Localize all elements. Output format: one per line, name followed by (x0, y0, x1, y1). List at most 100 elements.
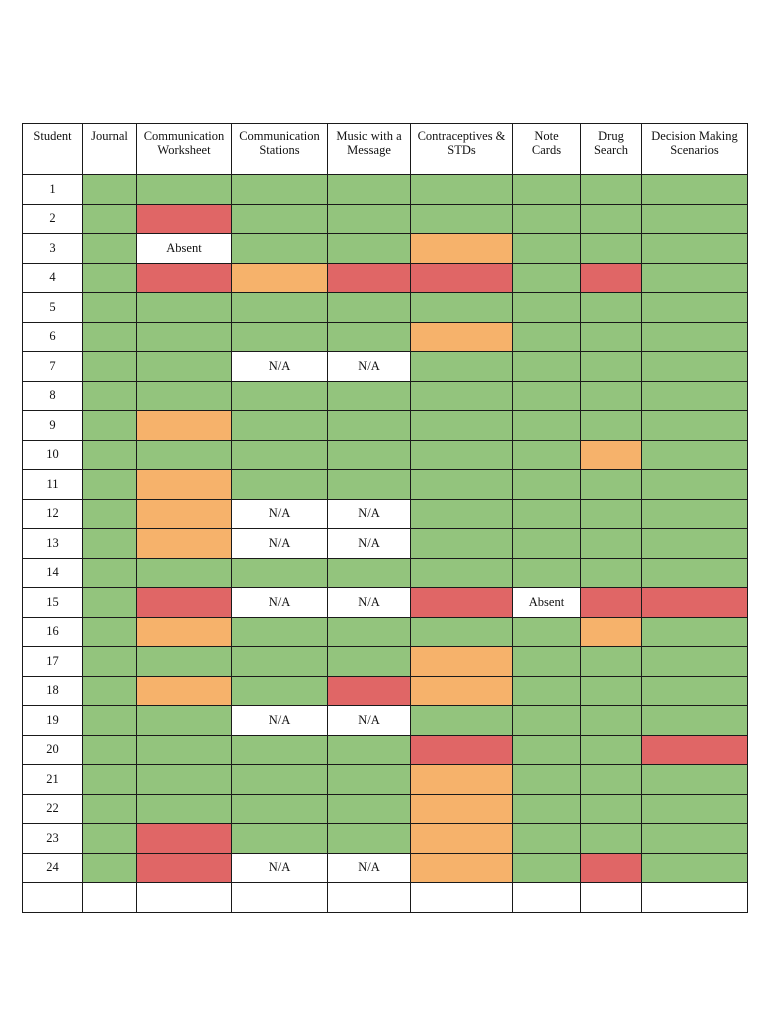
status-cell (327, 469, 411, 500)
status-cell (231, 646, 328, 677)
student-number: 14 (22, 557, 83, 588)
status-cell (410, 469, 513, 500)
status-cell (82, 439, 137, 470)
student-number: 13 (22, 528, 83, 559)
status-cell (512, 439, 581, 470)
status-cell (641, 675, 748, 706)
status-cell (327, 646, 411, 677)
status-cell (82, 616, 137, 647)
status-cell (512, 351, 581, 382)
status-cell (641, 793, 748, 824)
status-cell (231, 793, 328, 824)
table-row: 7 N/A N/A (22, 351, 748, 382)
status-cell (231, 292, 328, 323)
student-number: 23 (22, 823, 83, 854)
status-cell (580, 793, 642, 824)
table-row: 10 (22, 439, 748, 470)
student-number: 21 (22, 764, 83, 795)
status-cell (410, 587, 513, 618)
status-cell (136, 351, 232, 382)
status-cell (136, 587, 232, 618)
column-header-line: Cards (531, 143, 562, 157)
status-cell (580, 174, 642, 205)
status-cell (231, 557, 328, 588)
student-number: 7 (22, 351, 83, 382)
status-cell: Absent (512, 587, 581, 618)
status-cell: N/A (231, 705, 328, 736)
table-row: 2 (22, 203, 748, 234)
status-cell (136, 882, 232, 913)
student-number: 19 (22, 705, 83, 736)
table-row: 5 (22, 292, 748, 323)
status-cell (231, 262, 328, 293)
column-header-line: Drug (598, 129, 624, 143)
status-cell (580, 233, 642, 264)
status-cell (82, 292, 137, 323)
status-cell (231, 410, 328, 441)
status-cell (410, 380, 513, 411)
status-cell (580, 262, 642, 293)
status-cell (641, 734, 748, 765)
status-cell (82, 321, 137, 352)
status-cell (82, 734, 137, 765)
student-number: 20 (22, 734, 83, 765)
status-cell: N/A (327, 498, 411, 529)
column-header-line: STDs (447, 143, 476, 157)
status-cell (641, 646, 748, 677)
status-cell (327, 823, 411, 854)
table-body: 1 2 3 Absent 4 5 6 7 N/A N/A 8 9 10 11 12 N/A N/A 13 N/A N/… (22, 174, 748, 913)
status-cell (512, 734, 581, 765)
status-cell (410, 882, 513, 913)
status-cell (410, 793, 513, 824)
status-cell (82, 469, 137, 500)
status-cell (231, 380, 328, 411)
column-header: Communication Worksheet (136, 123, 232, 175)
student-number: 15 (22, 587, 83, 618)
student-number: 17 (22, 646, 83, 677)
table-row: 6 (22, 321, 748, 352)
status-cell (641, 557, 748, 588)
status-cell (82, 823, 137, 854)
status-cell (580, 528, 642, 559)
table-row: 21 (22, 764, 748, 795)
status-cell (410, 292, 513, 323)
status-cell (82, 587, 137, 618)
status-cell (512, 823, 581, 854)
status-cell (82, 262, 137, 293)
status-cell (327, 793, 411, 824)
column-header-line: Message (347, 143, 391, 157)
status-cell (82, 646, 137, 677)
status-cell (410, 410, 513, 441)
status-cell (410, 174, 513, 205)
status-cell (231, 203, 328, 234)
table-row: 13 N/A N/A (22, 528, 748, 559)
status-cell (512, 174, 581, 205)
status-cell (410, 646, 513, 677)
status-cell (512, 793, 581, 824)
status-cell (512, 528, 581, 559)
status-cell (580, 823, 642, 854)
status-cell (231, 734, 328, 765)
status-cell (410, 498, 513, 529)
status-cell (136, 469, 232, 500)
status-cell (580, 675, 642, 706)
table-row: 20 (22, 734, 748, 765)
status-cell (136, 675, 232, 706)
column-header: Music with a Message (327, 123, 411, 175)
status-cell (410, 616, 513, 647)
status-cell: N/A (327, 351, 411, 382)
status-cell (410, 823, 513, 854)
table-row: 1 (22, 174, 748, 205)
status-cell (512, 233, 581, 264)
table-row: 3 Absent (22, 233, 748, 264)
table-row: 18 (22, 675, 748, 706)
status-cell (136, 616, 232, 647)
table-row (22, 882, 748, 913)
status-cell (327, 764, 411, 795)
status-cell (410, 262, 513, 293)
column-header-line: Search (593, 143, 628, 157)
status-cell (580, 292, 642, 323)
status-cell (580, 351, 642, 382)
status-cell (82, 764, 137, 795)
status-cell (410, 705, 513, 736)
